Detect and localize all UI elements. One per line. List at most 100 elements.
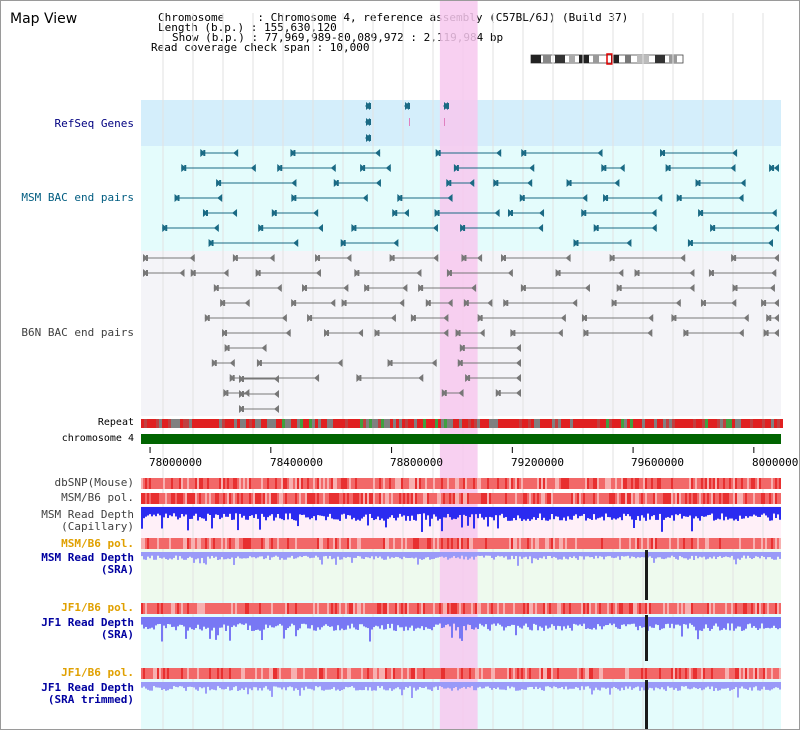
msm-sra-depth-bar [363, 552, 365, 560]
jf1-b6-pol2-cell [167, 668, 169, 679]
repeat-segment [579, 419, 582, 428]
jf1-b6-pol2-cell [527, 668, 529, 679]
jf1-trim-depth-bar [409, 682, 411, 687]
jf1-b6-pol-cell [775, 603, 777, 614]
feature-end-marker [461, 254, 467, 262]
jf1-b6-pol-cell [681, 603, 683, 614]
msm-b6-pol2-cell [359, 538, 361, 549]
jf1-trim-depth-bar [419, 682, 421, 687]
feature-end-marker [276, 284, 282, 292]
jf1-b6-pol-cell [759, 603, 761, 614]
dbsnp-cell [249, 478, 251, 489]
dbsnp-cell [393, 478, 395, 489]
jf1-b6-pol-cell [281, 603, 283, 614]
repeat-segment [327, 419, 330, 428]
dbsnp-cell [343, 478, 345, 489]
jf1-trim-depth-bar [719, 682, 721, 691]
jf1-b6-pol2-cell [537, 668, 539, 679]
jf1-sra-depth-bar [187, 617, 189, 631]
feature-end-marker [680, 254, 686, 262]
jf1-depth-sra-label-1: JF1 Read Depth [41, 616, 134, 629]
msm-b6-pol2-cell [237, 538, 239, 549]
jf1-b6-pol2-cell [447, 668, 449, 679]
jf1-trim-depth-bar [535, 682, 537, 687]
jf1-sra-depth-bar [477, 617, 479, 630]
jf1-sra-depth-bar [339, 617, 341, 631]
jf1-trim-depth-bar [495, 682, 497, 689]
feature-end-marker [318, 255, 321, 261]
msm-sra-depth-bar [347, 552, 349, 557]
jf1-b6-pol2-cell [641, 668, 643, 679]
msm-b6-pol2-cell [699, 538, 701, 549]
msm-cap-depth-bar [339, 507, 341, 521]
repeat-segment [321, 419, 324, 428]
msm-b6-pol-cell [231, 493, 233, 504]
feature-end-marker [460, 360, 463, 366]
jf1-b6-pol2-cell [535, 668, 537, 679]
feature-end-marker [444, 390, 447, 396]
feature-end-marker [223, 389, 229, 397]
msm-cap-depth-bar [721, 507, 723, 514]
msm-sra-depth-bar [277, 552, 279, 557]
jf1-b6-pol2-cell [161, 668, 163, 679]
repeat-segment [636, 419, 639, 428]
repeat-segment [558, 419, 561, 428]
jf1-b6-pol-cell [265, 603, 267, 614]
jf1-sra-depth-bar [705, 617, 707, 625]
jf1-b6-pol-cell [297, 603, 299, 614]
repeat-segment [219, 419, 222, 428]
dbsnp-cell [351, 478, 353, 489]
repeat-segment [747, 419, 750, 428]
feature-end-marker [233, 149, 239, 157]
msm-b6-pol2-cell [563, 538, 565, 549]
msm-b6-pol2-cell [241, 538, 243, 549]
msm-cap-depth-bar [641, 507, 643, 516]
msm-cap-depth-bar [443, 507, 445, 518]
jf1-b6-pol2-cell [179, 668, 181, 679]
jf1-sra-depth-bar [207, 617, 209, 628]
msm-sra-depth-bar [263, 552, 265, 560]
msm-b6-pol-cell [269, 493, 271, 504]
b6n-bac-pair [239, 375, 279, 383]
jf1-b6-pol-cell [689, 603, 691, 614]
jf1-sra-depth-bar [225, 617, 227, 631]
repeat-segment [750, 419, 753, 428]
msm-cap-depth-bar [235, 507, 237, 514]
msm-b6-pol-cell [409, 493, 411, 504]
msm-b6-pol2-cell [731, 538, 733, 549]
jf1-trim-depth-bar [379, 682, 381, 688]
msm-bac-pair [340, 239, 399, 247]
jf1-b6-pol-cell [287, 603, 289, 614]
msm-sra-depth-bar [737, 552, 739, 559]
jf1-b6-pol2-cell [367, 668, 369, 679]
jf1-sra-depth-bar [301, 617, 303, 624]
msm-b6-pol-cell [323, 493, 325, 504]
jf1-b6-pol-cell [559, 603, 561, 614]
msm-b6-pol-cell [487, 493, 489, 504]
msm-b6-pol2-cell [753, 538, 755, 549]
msm-sra-depth-bar [517, 552, 519, 566]
jf1-b6-pol-cell [617, 603, 619, 614]
jf1-trim-depth-bar [405, 682, 407, 687]
msm-b6-pol-cell [535, 493, 537, 504]
msm-cap-depth-bar [189, 507, 191, 519]
msm-b6-pol2-cell [641, 538, 643, 549]
feature-end-marker [460, 224, 466, 232]
jf1-sra-depth-bar [527, 617, 529, 628]
msm-b6-pol2-cell [771, 538, 773, 549]
msm-cap-depth-bar [209, 507, 211, 516]
msm-sra-depth-bar [233, 552, 235, 565]
dbsnp-cell [141, 478, 143, 489]
dbsnp-cell [629, 478, 631, 489]
jf1-trim-depth-bar [441, 682, 443, 688]
dbsnp-cell [387, 478, 389, 489]
msm-sra-depth-bar [271, 552, 273, 558]
msm-b6-pol2-cell [247, 538, 249, 549]
msm-cap-depth-bar [453, 507, 455, 519]
repeat-segment [297, 419, 300, 428]
feature-end-marker [586, 330, 589, 336]
depth-spike-marker [645, 615, 648, 661]
msm-b6-pol2-cell [749, 538, 751, 549]
msm-cap-depth-bar [571, 507, 573, 520]
